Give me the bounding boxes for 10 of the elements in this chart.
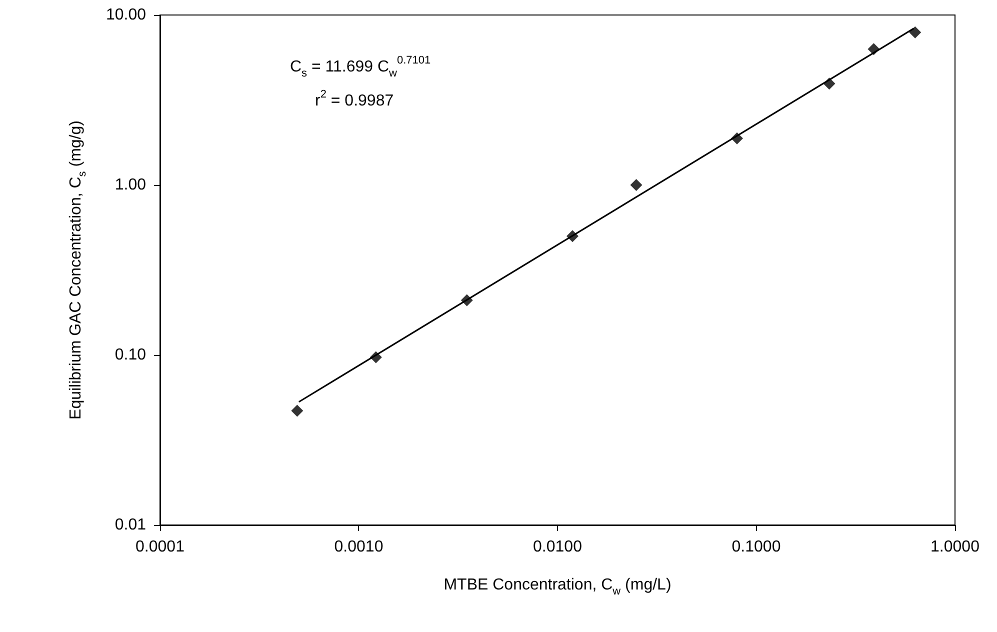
x-tick-label: 0.0100 xyxy=(533,538,582,556)
y-tick-label: 10.00 xyxy=(106,6,146,24)
x-tick-label: 0.0001 xyxy=(136,538,185,556)
x-tick-label: 1.0000 xyxy=(930,538,980,556)
x-tick-label: 0.0010 xyxy=(334,538,384,556)
y-tick-label: 0.01 xyxy=(114,516,146,534)
y-tick-label: 0.10 xyxy=(114,346,146,364)
x-tick-label: 0.1000 xyxy=(732,538,781,556)
y-tick-label: 1.00 xyxy=(114,176,146,194)
y-axis-title: Equilibrium GAC Concentration, Cs (mg/g) xyxy=(68,120,88,420)
